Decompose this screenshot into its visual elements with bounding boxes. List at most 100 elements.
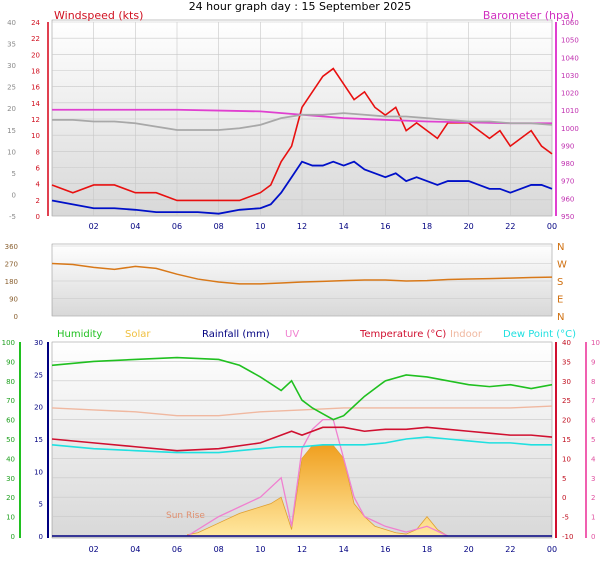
- solar-tick-label: 20: [34, 404, 43, 412]
- humidity-tick-label: 40: [6, 455, 15, 463]
- wind-tick-label: 2: [36, 197, 40, 205]
- time-tick-label: 00: [547, 545, 557, 554]
- uv-tick-label: 0: [591, 533, 595, 541]
- uv-tick-label: 5: [591, 436, 595, 444]
- time-tick-label: 02: [89, 222, 99, 231]
- baro-tick-label: 970: [561, 178, 574, 186]
- baro-tick-label: 1050: [561, 37, 579, 45]
- baro-tick-label: 1000: [561, 125, 579, 133]
- humidity-tick-label: 50: [6, 436, 15, 444]
- direction-tick-label: 0: [14, 313, 18, 321]
- wind-tick-label: 20: [31, 51, 40, 59]
- humidity-tick-label: 30: [6, 475, 15, 483]
- uv-tick-label: 4: [591, 455, 596, 463]
- series-indoor: [51, 405, 553, 417]
- humidity-tick-label: 0: [11, 533, 15, 541]
- uv-tick-label: 7: [591, 397, 595, 405]
- solar-tick-label: 25: [34, 371, 43, 379]
- series-temperature: [51, 426, 553, 452]
- left-outer-tick-label: -5: [9, 213, 16, 221]
- uv-tick-label: 3: [591, 475, 595, 483]
- wind-tick-label: 14: [31, 100, 40, 108]
- temp-tick-label: 5: [562, 475, 566, 483]
- baro-tick-label: 1010: [561, 107, 579, 115]
- legend-item: UV: [285, 329, 299, 340]
- time-tick-label: 10: [255, 222, 265, 231]
- time-tick-label: 08: [214, 545, 224, 554]
- temp-tick-label: 0: [562, 494, 566, 502]
- wind-baro-panel: Windspeed (kts) Barometer (hpa) 40353025…: [7, 9, 579, 231]
- wind-tick-label: 12: [31, 116, 40, 124]
- series-dew-point: [51, 436, 552, 454]
- temp-tick-label: -5: [562, 514, 569, 522]
- solar-tick-label: 0: [39, 533, 43, 541]
- temp-tick-label: 15: [562, 436, 571, 444]
- uv-tick-label: 10: [591, 339, 600, 347]
- left-outer-tick-label: 30: [7, 62, 16, 70]
- time-tick-label: 22: [505, 545, 515, 554]
- time-tick-label: 14: [339, 222, 349, 231]
- series-avg: [51, 160, 553, 215]
- temp-tick-label: 40: [562, 339, 571, 347]
- solar-tick-label: 30: [34, 339, 43, 347]
- time-tick-label: 16: [380, 222, 390, 231]
- time-tick-label: 08: [214, 222, 224, 231]
- humidity-tick-label: 80: [6, 378, 15, 386]
- time-tick-label: 16: [380, 545, 390, 554]
- wind-tick-label: 16: [31, 84, 40, 92]
- left-outer-tick-label: 15: [7, 127, 16, 135]
- wind-tick-label: 6: [36, 165, 41, 173]
- solar-tick-label: 5: [39, 501, 43, 509]
- humidity-tick-label: 10: [6, 514, 15, 522]
- humidity-tick-label: 100: [2, 339, 15, 347]
- wind-tick-label: 4: [36, 181, 41, 189]
- compass-label: N: [557, 242, 564, 253]
- time-tick-label: 02: [89, 545, 99, 554]
- baro-tick-label: 1040: [561, 54, 579, 62]
- time-tick-label: 22: [505, 222, 515, 231]
- direction-plot-area: [51, 243, 553, 317]
- direction-tick-label: 360: [5, 243, 18, 251]
- uv-tick-label: 2: [591, 494, 595, 502]
- uv-tick-label: 1: [591, 514, 595, 522]
- series-direction: [51, 262, 553, 285]
- baro-tick-label: 1020: [561, 90, 579, 98]
- wind-tick-label: 24: [31, 19, 40, 27]
- series-baro2: [52, 112, 553, 131]
- time-tick-label: 04: [130, 545, 140, 554]
- solar-tick-label: 10: [34, 468, 43, 476]
- temp-tick-label: 25: [562, 397, 571, 405]
- direction-tick-label: 180: [5, 278, 18, 286]
- compass-label: W: [557, 260, 567, 271]
- baro-tick-label: 990: [561, 142, 574, 150]
- temp-tick-label: -10: [562, 533, 573, 541]
- temp-tick-label: 20: [562, 417, 571, 425]
- left-outer-tick-label: 10: [7, 148, 16, 156]
- time-tick-label: 06: [172, 222, 182, 231]
- left-outer-tick-label: 5: [12, 170, 16, 178]
- series-gust: [51, 67, 553, 202]
- baro-tick-label: 950: [561, 213, 574, 221]
- wind-title: Windspeed (kts): [54, 9, 143, 22]
- time-tick-label: 10: [255, 545, 265, 554]
- legend-item: Dew Point (°C): [503, 329, 576, 340]
- uv-tick-label: 6: [591, 417, 596, 425]
- wind-tick-label: 8: [36, 148, 40, 156]
- legend-item: Indoor: [450, 329, 483, 340]
- uv-tick-label: 8: [591, 378, 595, 386]
- time-tick-label: 14: [339, 545, 349, 554]
- baro-tick-label: 960: [561, 195, 574, 203]
- wind-tick-label: 0: [36, 213, 40, 221]
- baro-tick-label: 980: [561, 160, 574, 168]
- series-humidity: [51, 356, 553, 421]
- legend-item: Humidity: [57, 329, 102, 340]
- left-outer-tick-label: 25: [7, 84, 16, 92]
- time-tick-label: 20: [464, 222, 474, 231]
- temp-humidity-panel: Humidity Solar Rainfall (mm) UV Temperature …: [2, 329, 600, 554]
- time-tick-label: 06: [172, 545, 182, 554]
- direction-tick-label: 90: [9, 296, 18, 304]
- legend-item: Temperature (°C): [359, 329, 446, 340]
- temp-tick-label: 35: [562, 358, 571, 366]
